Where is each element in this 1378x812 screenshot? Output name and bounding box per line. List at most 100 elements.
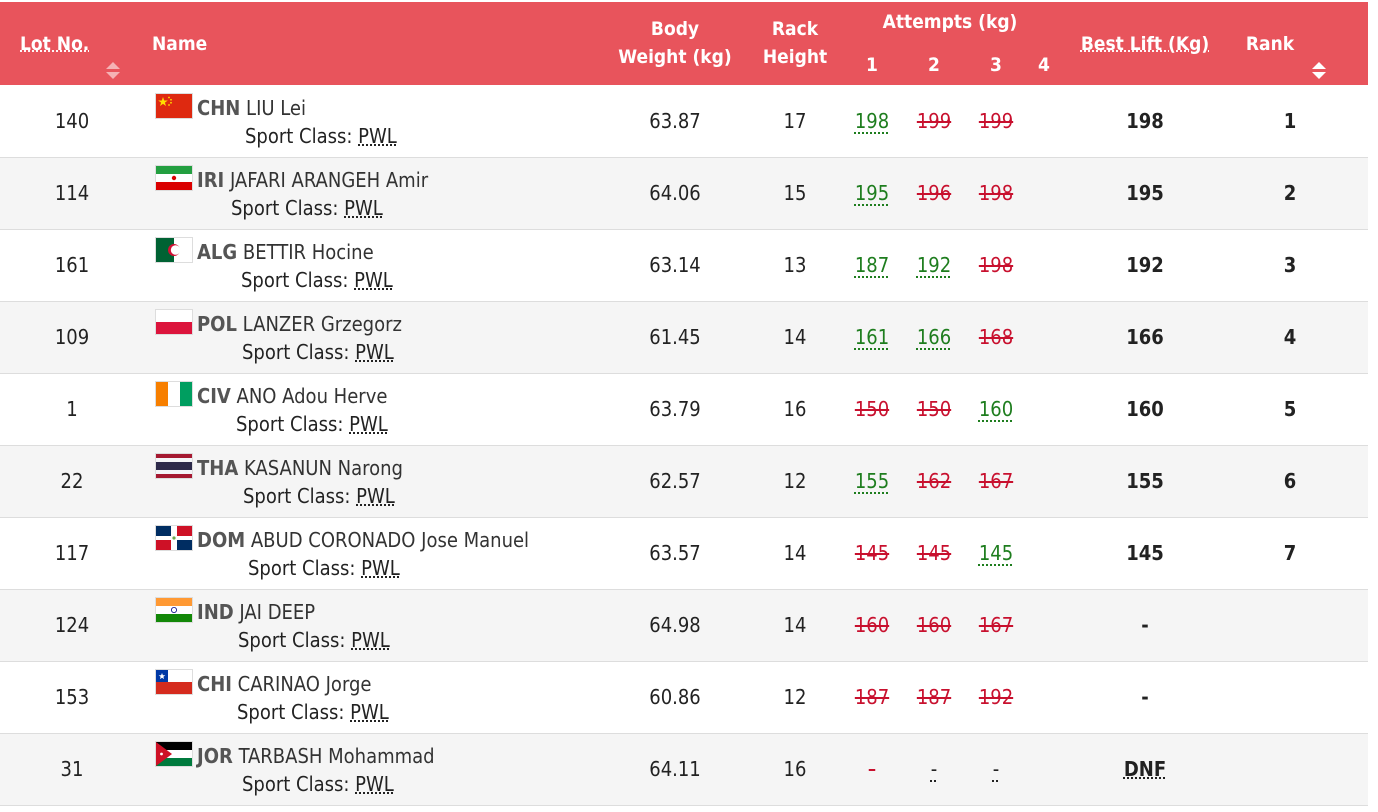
lot-number: 1	[66, 397, 78, 421]
sport-class-label: Sport Class:	[231, 196, 339, 220]
attempt-3[interactable]: 192	[978, 685, 1014, 709]
table-row: 22 THA KASANUN Narong Sport Class: PWL 62.5…	[0, 446, 1368, 518]
athlete-name-text: BETTIR Hocine	[242, 240, 374, 264]
rank: 3	[1283, 253, 1297, 277]
attempt-3[interactable]: 198	[978, 253, 1014, 277]
attempt-2[interactable]: 192	[916, 253, 952, 277]
lot-number: 31	[60, 757, 84, 781]
sport-class-value[interactable]: PWL	[354, 268, 393, 292]
body-weight-header-line2: Weight (kg)	[618, 46, 732, 68]
attempt-2[interactable]: 145	[916, 541, 952, 565]
sport-class-value[interactable]: PWL	[350, 700, 389, 724]
table-body: 140 CHN LIU Lei Sport Class: PWL 63.87 17 198…	[0, 86, 1368, 806]
attempt-2[interactable]: 160	[916, 613, 952, 637]
body-weight: 64.11	[649, 757, 701, 781]
athlete-name[interactable]: IRI JAFARI ARANGEH Amir	[197, 166, 428, 194]
athlete-name-text: JAFARI ARANGEH Amir	[229, 168, 429, 192]
sort-asc-icon[interactable]	[106, 62, 120, 69]
athlete-name[interactable]: CHI CARINAO Jorge	[197, 670, 371, 698]
sport-class-value[interactable]: PWL	[361, 556, 400, 580]
athlete-name-text: KASANUN Narong	[243, 456, 403, 480]
sport-class-value[interactable]: PWL	[355, 340, 394, 364]
attempt-3[interactable]: 167	[978, 613, 1014, 637]
table-row: 31 JOR TARBASH Mohammad Sport Class: PWL 64…	[0, 734, 1368, 806]
attempt-1[interactable]: 195	[854, 181, 890, 205]
attempt-3[interactable]: 199	[978, 109, 1014, 133]
rank-sort-desc-icon[interactable]	[1312, 72, 1326, 79]
country-code: DOM	[197, 528, 246, 552]
lot-number: 109	[54, 325, 90, 349]
sort-desc-icon[interactable]	[106, 72, 120, 79]
sport-class-value[interactable]: PWL	[358, 124, 397, 148]
attempt-2[interactable]: 150	[916, 397, 952, 421]
rank	[1260, 590, 1320, 661]
athlete-name[interactable]: IND JAI DEEP	[197, 598, 315, 626]
attempt-2[interactable]: 187	[916, 685, 952, 709]
attempt-3[interactable]: 167	[978, 469, 1014, 493]
attempt-3[interactable]: 160	[978, 397, 1014, 421]
attempt-3[interactable]: 198	[978, 181, 1014, 205]
best-lift: -	[1141, 613, 1149, 637]
attempt-2[interactable]: 196	[916, 181, 952, 205]
sport-class-label: Sport Class:	[242, 772, 350, 796]
best-lift: DNF	[1123, 757, 1167, 781]
table-row: 1 CIV ANO Adou Herve Sport Class: PWL 63.79…	[0, 374, 1368, 446]
lot-number: 22	[60, 469, 84, 493]
sport-class-value[interactable]: PWL	[355, 772, 394, 796]
sport-class: Sport Class: PWL	[243, 482, 395, 510]
rank: 2	[1283, 181, 1297, 205]
rack-height-header-line2: Height	[762, 46, 828, 68]
country-code: CHI	[197, 672, 232, 696]
athlete-name[interactable]: CIV ANO Adou Herve	[197, 382, 387, 410]
lot-number: 140	[54, 109, 90, 133]
attempt-1[interactable]: 145	[854, 541, 890, 565]
table-row: 140 CHN LIU Lei Sport Class: PWL 63.87 17 198…	[0, 86, 1368, 158]
athlete-name[interactable]: ALG BETTIR Hocine	[197, 238, 374, 266]
attempt-1[interactable]: 161	[854, 325, 890, 349]
rack-height: 14	[783, 541, 807, 565]
attempt-1[interactable]: 155	[854, 469, 890, 493]
attempt-1[interactable]: 160	[854, 613, 890, 637]
name-header: Name	[152, 33, 208, 55]
attempt-3[interactable]: -	[992, 757, 1000, 781]
sport-class-value[interactable]: PWL	[349, 412, 388, 436]
attempt-1[interactable]: 187	[854, 685, 890, 709]
attempt-1[interactable]: 187	[854, 253, 890, 277]
attempt-3[interactable]: 145	[978, 541, 1014, 565]
athlete-name[interactable]: THA KASANUN Narong	[197, 454, 403, 482]
athlete-name[interactable]: JOR TARBASH Mohammad	[197, 742, 435, 770]
sport-class-value[interactable]: PWL	[356, 484, 395, 508]
rack-height: 13	[783, 253, 807, 277]
rack-height: 15	[783, 181, 807, 205]
country-code: IRI	[197, 168, 225, 192]
sport-class-value[interactable]: PWL	[344, 196, 383, 220]
attempt-4-header: 4	[1038, 54, 1050, 76]
athlete-name[interactable]: CHN LIU Lei	[197, 94, 306, 122]
attempt-3[interactable]: 168	[978, 325, 1014, 349]
best-lift: 195	[1126, 181, 1164, 205]
attempt-2[interactable]: 199	[916, 109, 952, 133]
attempt-1[interactable]: -	[868, 757, 876, 781]
rank-header[interactable]: Rank	[1245, 33, 1295, 55]
best-lift: 145	[1126, 541, 1164, 565]
attempt-2[interactable]: 162	[916, 469, 952, 493]
attempt-2[interactable]: 166	[916, 325, 952, 349]
sport-class: Sport Class: PWL	[242, 770, 394, 798]
best-lift-header[interactable]: Best Lift (Kg)	[1080, 33, 1210, 55]
rack-height: 17	[783, 109, 807, 133]
athlete-name-text: LANZER Grzegorz	[242, 312, 402, 336]
attempt-1[interactable]: 150	[854, 397, 890, 421]
rank-sort-asc-icon[interactable]	[1312, 62, 1326, 69]
athlete-name[interactable]: POL LANZER Grzegorz	[197, 310, 402, 338]
athlete-name[interactable]: DOM ABUD CORONADO Jose Manuel	[197, 526, 529, 554]
sport-class-value[interactable]: PWL	[351, 628, 390, 652]
rack-height: 14	[783, 325, 807, 349]
attempt-2[interactable]: -	[930, 757, 938, 781]
attempt-1[interactable]: 198	[854, 109, 890, 133]
lot-no-header[interactable]: Lot No.	[20, 33, 90, 55]
rank: 7	[1283, 541, 1297, 565]
sport-class-label: Sport Class:	[237, 700, 345, 724]
athlete-name-text: TARBASH Mohammad	[238, 744, 435, 768]
sport-class: Sport Class: PWL	[238, 626, 390, 654]
sport-class: Sport Class: PWL	[231, 194, 383, 222]
